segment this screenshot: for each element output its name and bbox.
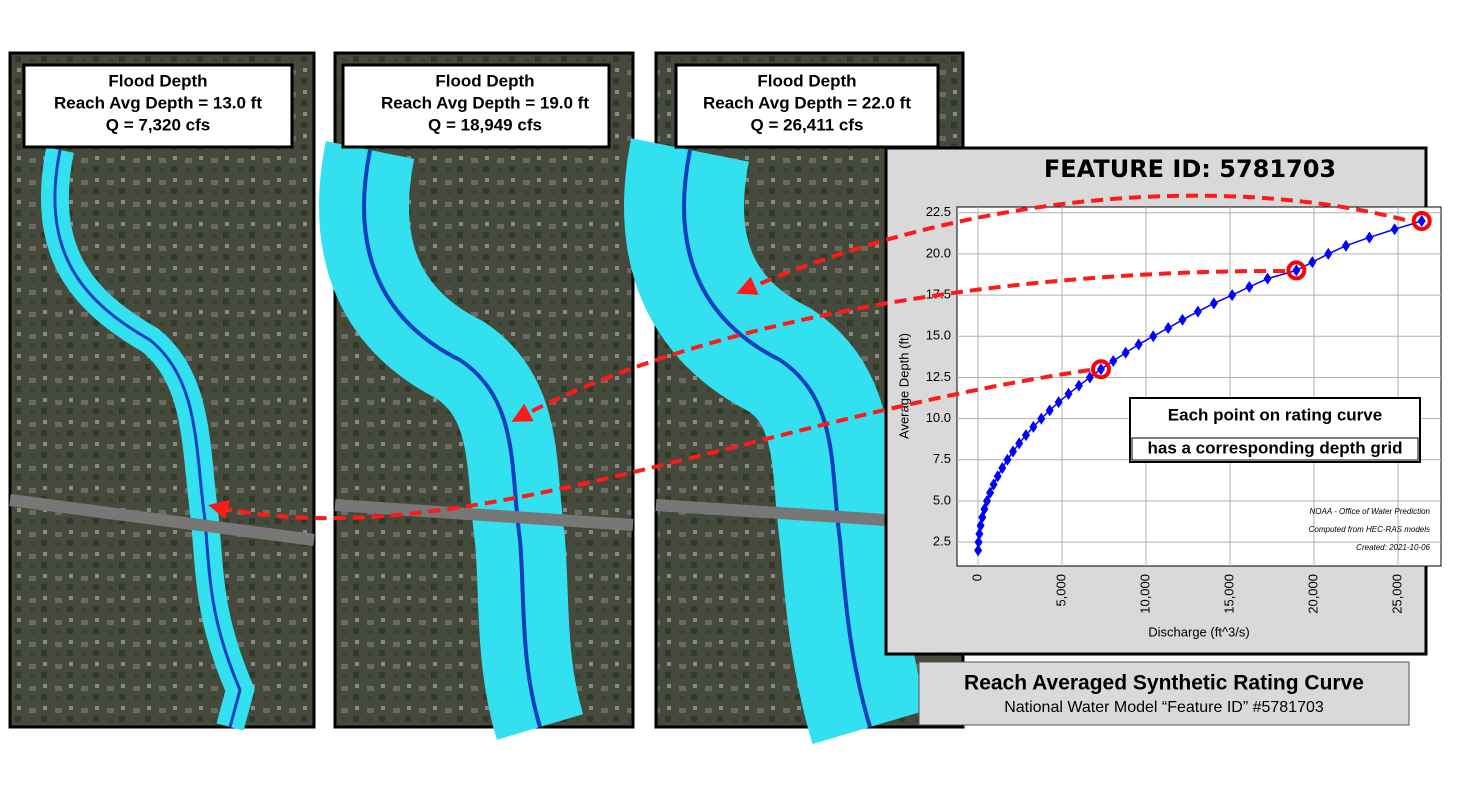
- panel-flow: Q = 7,320 cfs: [106, 115, 210, 134]
- panel-title: Flood Depth: [108, 71, 207, 90]
- panel-depth: Reach Avg Depth = 22.0 ft: [703, 93, 911, 112]
- marker: [1074, 379, 1083, 392]
- panel-depth: Reach Avg Depth = 13.0 ft: [54, 93, 262, 112]
- marker: [986, 486, 995, 499]
- panel-label: Flood Depth Reach Avg Depth = 19.0 ft Q …: [341, 63, 611, 149]
- arrow: [511, 268, 1286, 422]
- marker: [1003, 453, 1012, 466]
- marker: [1178, 313, 1187, 326]
- panel-label: Flood Depth Reach Avg Depth = 22.0 ft Q …: [674, 63, 940, 149]
- marker: [1209, 297, 1218, 310]
- chart-title: FEATURE ID: 5781703: [1044, 155, 1336, 183]
- x-tick-label: 25,000: [1389, 574, 1404, 614]
- y-tick-label: 2.5: [933, 534, 951, 549]
- marker: [1245, 280, 1254, 293]
- marker: [1109, 354, 1118, 367]
- marker: [998, 462, 1007, 475]
- y-tick-label: 7.5: [933, 451, 951, 466]
- map-panel: [8, 51, 316, 731]
- x-tick-label: 0: [969, 574, 984, 581]
- caption-title: Reach Averaged Synthetic Rating Curve: [964, 672, 1364, 695]
- marker: [982, 494, 991, 507]
- annotation: Each point on rating curve: [1168, 405, 1382, 424]
- marker: [1064, 387, 1073, 400]
- annotation: has a corresponding depth grid: [1147, 438, 1402, 457]
- marker: [1015, 437, 1024, 450]
- marker: [1009, 445, 1018, 458]
- panel-depth: Reach Avg Depth = 19.0 ft: [381, 93, 589, 112]
- marker: [993, 470, 1002, 483]
- marker: [1308, 256, 1317, 269]
- marker: [1263, 272, 1272, 285]
- marker: [1085, 371, 1094, 384]
- y-tick-label: 22.5: [926, 204, 951, 219]
- y-tick-label: 5.0: [933, 492, 951, 507]
- marker: [1045, 404, 1054, 417]
- marker: [1149, 330, 1158, 343]
- plot-area: [956, 206, 1442, 567]
- marker: [1096, 363, 1105, 376]
- credit: Computed from HEC-RAS models: [1309, 525, 1430, 534]
- panel-flow: Q = 18,949 cfs: [428, 115, 542, 134]
- marker: [1054, 396, 1063, 409]
- marker: [974, 544, 983, 557]
- x-axis-label: Discharge (ft^3/s): [1148, 624, 1249, 639]
- marker: [989, 478, 998, 491]
- credit: NOAA - Office of Water Prediction: [1310, 507, 1431, 516]
- y-axis-label: Average Depth (ft): [896, 333, 911, 439]
- marker: [980, 503, 989, 516]
- arrow: [208, 368, 1091, 521]
- caption-subtitle: National Water Model “Feature ID” #57817…: [1004, 699, 1324, 716]
- highlight-marker: [1286, 260, 1307, 281]
- marker: [1390, 223, 1399, 236]
- panel-label: Flood Depth Reach Avg Depth = 13.0 ft Q …: [22, 63, 294, 149]
- credit: Created: 2021-10-06: [1356, 543, 1430, 552]
- marker: [1292, 264, 1301, 277]
- annotation-underline-box: [1131, 437, 1419, 461]
- x-tick-label: 5,000: [1053, 574, 1068, 607]
- marker: [1417, 214, 1426, 227]
- highlight-marker: [1090, 359, 1111, 380]
- y-tick-label: 12.5: [926, 369, 951, 384]
- marker: [1121, 346, 1130, 359]
- highlight-marker: [1411, 210, 1432, 231]
- marker: [1324, 247, 1333, 260]
- marker: [975, 527, 984, 540]
- panel-title: Flood Depth: [435, 71, 534, 90]
- x-tick-label: 20,000: [1305, 574, 1320, 614]
- marker: [1029, 420, 1038, 433]
- marker: [1193, 305, 1202, 318]
- panel-title: Flood Depth: [757, 71, 856, 90]
- panel-flow: Q = 26,411 cfs: [751, 115, 864, 134]
- y-tick-label: 15.0: [926, 328, 951, 343]
- marker: [1365, 231, 1374, 244]
- y-tick-label: 20.0: [926, 245, 951, 260]
- marker: [1134, 338, 1143, 351]
- arrow: [736, 193, 1406, 295]
- marker: [974, 536, 983, 549]
- marker: [1341, 239, 1350, 252]
- x-tick-label: 10,000: [1137, 574, 1152, 614]
- map-panel: [319, 51, 635, 740]
- marker: [1164, 322, 1173, 335]
- marker: [1021, 429, 1030, 442]
- caption-box: [918, 661, 1410, 726]
- x-tick-label: 15,000: [1221, 574, 1236, 614]
- annotation-box: [1129, 397, 1421, 463]
- marker: [1228, 289, 1237, 302]
- y-tick-label: 10.0: [926, 410, 951, 425]
- arrows: [208, 193, 1406, 521]
- marker: [1037, 412, 1046, 425]
